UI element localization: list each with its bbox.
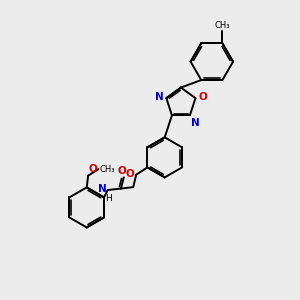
Text: H: H (105, 194, 112, 203)
Text: N: N (98, 184, 107, 194)
Text: O: O (125, 169, 134, 178)
Text: O: O (198, 92, 207, 102)
Text: O: O (89, 164, 98, 174)
Text: O: O (117, 166, 126, 176)
Text: N: N (155, 92, 164, 102)
Text: N: N (191, 118, 200, 128)
Text: CH₃: CH₃ (100, 165, 115, 174)
Text: CH₃: CH₃ (215, 21, 230, 30)
